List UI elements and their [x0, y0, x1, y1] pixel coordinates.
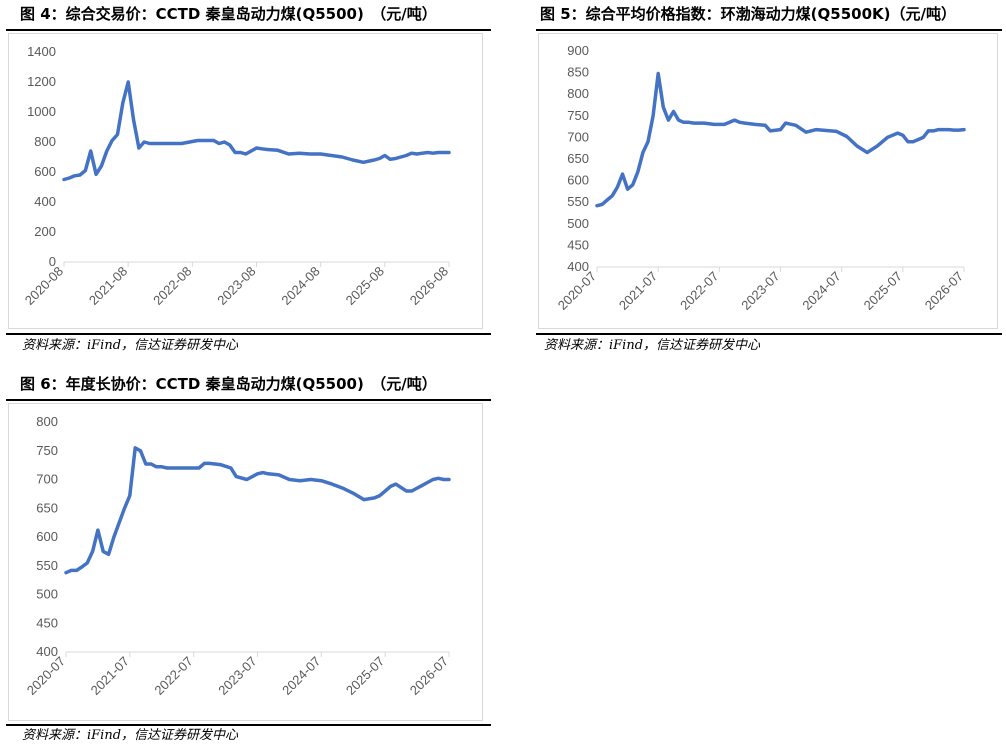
- y-tick-label: 750: [36, 443, 58, 458]
- x-tick-label: 2020-08: [22, 264, 66, 308]
- x-tick-label: 2024-07: [799, 269, 843, 313]
- x-tick-label: 2021-08: [86, 264, 130, 308]
- y-tick-label: 400: [36, 644, 58, 659]
- x-tick-label: 2026-07: [922, 269, 966, 313]
- x-tick-label: 2020-07: [24, 654, 68, 698]
- source-rule: [536, 333, 1002, 335]
- x-tick-label: 2026-07: [407, 654, 451, 698]
- chart-title: 图 5：综合平均价格指数：环渤海动力煤(Q5500K)（元/吨）: [540, 5, 956, 23]
- y-tick-label: 600: [36, 529, 58, 544]
- chart-area: 400 450 500 550 600 650 700 750 800 2020-07 2021-0…: [8, 403, 483, 721]
- source-note: 资料来源：iFind，信达证券研发中心: [544, 338, 761, 353]
- source-rule: [6, 333, 491, 335]
- y-tick-label: 500: [36, 587, 58, 602]
- x-tick-label: 2021-07: [88, 654, 132, 698]
- y-tick-label: 650: [567, 151, 589, 166]
- x-tick-label: 2024-07: [279, 654, 323, 698]
- y-tick-label: 800: [567, 86, 589, 101]
- y-tick-label: 1400: [27, 44, 56, 59]
- source-rule: [6, 724, 491, 726]
- x-tick-label: 2023-07: [215, 654, 259, 698]
- x-tick-label: 2022-07: [677, 269, 721, 313]
- chart-title: 图 4：综合交易价：CCTD 秦皇岛动力煤(Q5500) （元/吨）: [20, 5, 437, 23]
- y-tick-label: 800: [34, 134, 56, 149]
- source-note: 资料来源：iFind，信达证券研发中心: [22, 728, 239, 743]
- y-tick-label: 800: [36, 414, 58, 429]
- x-tick-label: 2023-08: [214, 264, 258, 308]
- x-tick-label: 2022-07: [151, 654, 195, 698]
- y-tick-label: 200: [34, 224, 56, 239]
- x-tick-label: 2024-08: [278, 264, 322, 308]
- chart-area: 0 200 400 600 800 1000 1200 1400 2020-08 2021-08 2…: [8, 33, 483, 329]
- y-tick-label: 600: [567, 173, 589, 188]
- y-tick-label: 550: [36, 558, 58, 573]
- x-tick-label: 2026-08: [407, 264, 451, 308]
- line-chart: 400 450 500 550 600 650 700 750 800 2020-07 2021-0…: [24, 414, 451, 698]
- y-tick-label: 500: [567, 216, 589, 231]
- title-rule: [6, 29, 491, 31]
- x-tick-label: 2021-07: [616, 269, 660, 313]
- x-tick-label: 2025-07: [861, 269, 905, 313]
- series-line: [62, 80, 451, 182]
- y-tick-label: 450: [567, 237, 589, 252]
- y-tick-label: 1000: [27, 104, 56, 119]
- y-tick-label: 600: [34, 164, 56, 179]
- y-tick-label: 700: [36, 472, 58, 487]
- y-tick-label: 1200: [27, 74, 56, 89]
- series-line: [595, 71, 966, 208]
- line-chart: 0 200 400 600 800 1000 1200 1400 2020-08 2021-08 2…: [22, 44, 451, 308]
- title-rule: [536, 29, 1002, 31]
- x-tick-label: 2022-08: [150, 264, 194, 308]
- y-tick-label: 400: [567, 259, 589, 274]
- y-tick-label: 850: [567, 65, 589, 80]
- x-tick-label: 2025-07: [343, 654, 387, 698]
- y-tick-label: 700: [567, 129, 589, 144]
- title-rule: [6, 399, 491, 401]
- y-tick-label: 900: [567, 43, 589, 58]
- y-tick-label: 0: [49, 254, 56, 269]
- y-tick-label: 400: [34, 194, 56, 209]
- line-chart: 400 450 500 550 600 650 700 750 800 850 900 2020-07…: [555, 43, 966, 313]
- y-tick-label: 550: [567, 194, 589, 209]
- chart-title: 图 6：年度长协价：CCTD 秦皇岛动力煤(Q5500) （元/吨）: [20, 375, 437, 393]
- y-tick-label: 650: [36, 500, 58, 515]
- x-tick-label: 2023-07: [738, 269, 782, 313]
- chart-area: 400 450 500 550 600 650 700 750 800 850 900 2020-07…: [538, 33, 998, 329]
- x-tick-label: 2020-07: [555, 269, 599, 313]
- series-line: [64, 446, 451, 575]
- y-tick-label: 750: [567, 108, 589, 123]
- source-note: 资料来源：iFind，信达证券研发中心: [22, 338, 239, 353]
- x-tick-label: 2025-08: [343, 264, 387, 308]
- y-tick-label: 450: [36, 615, 58, 630]
